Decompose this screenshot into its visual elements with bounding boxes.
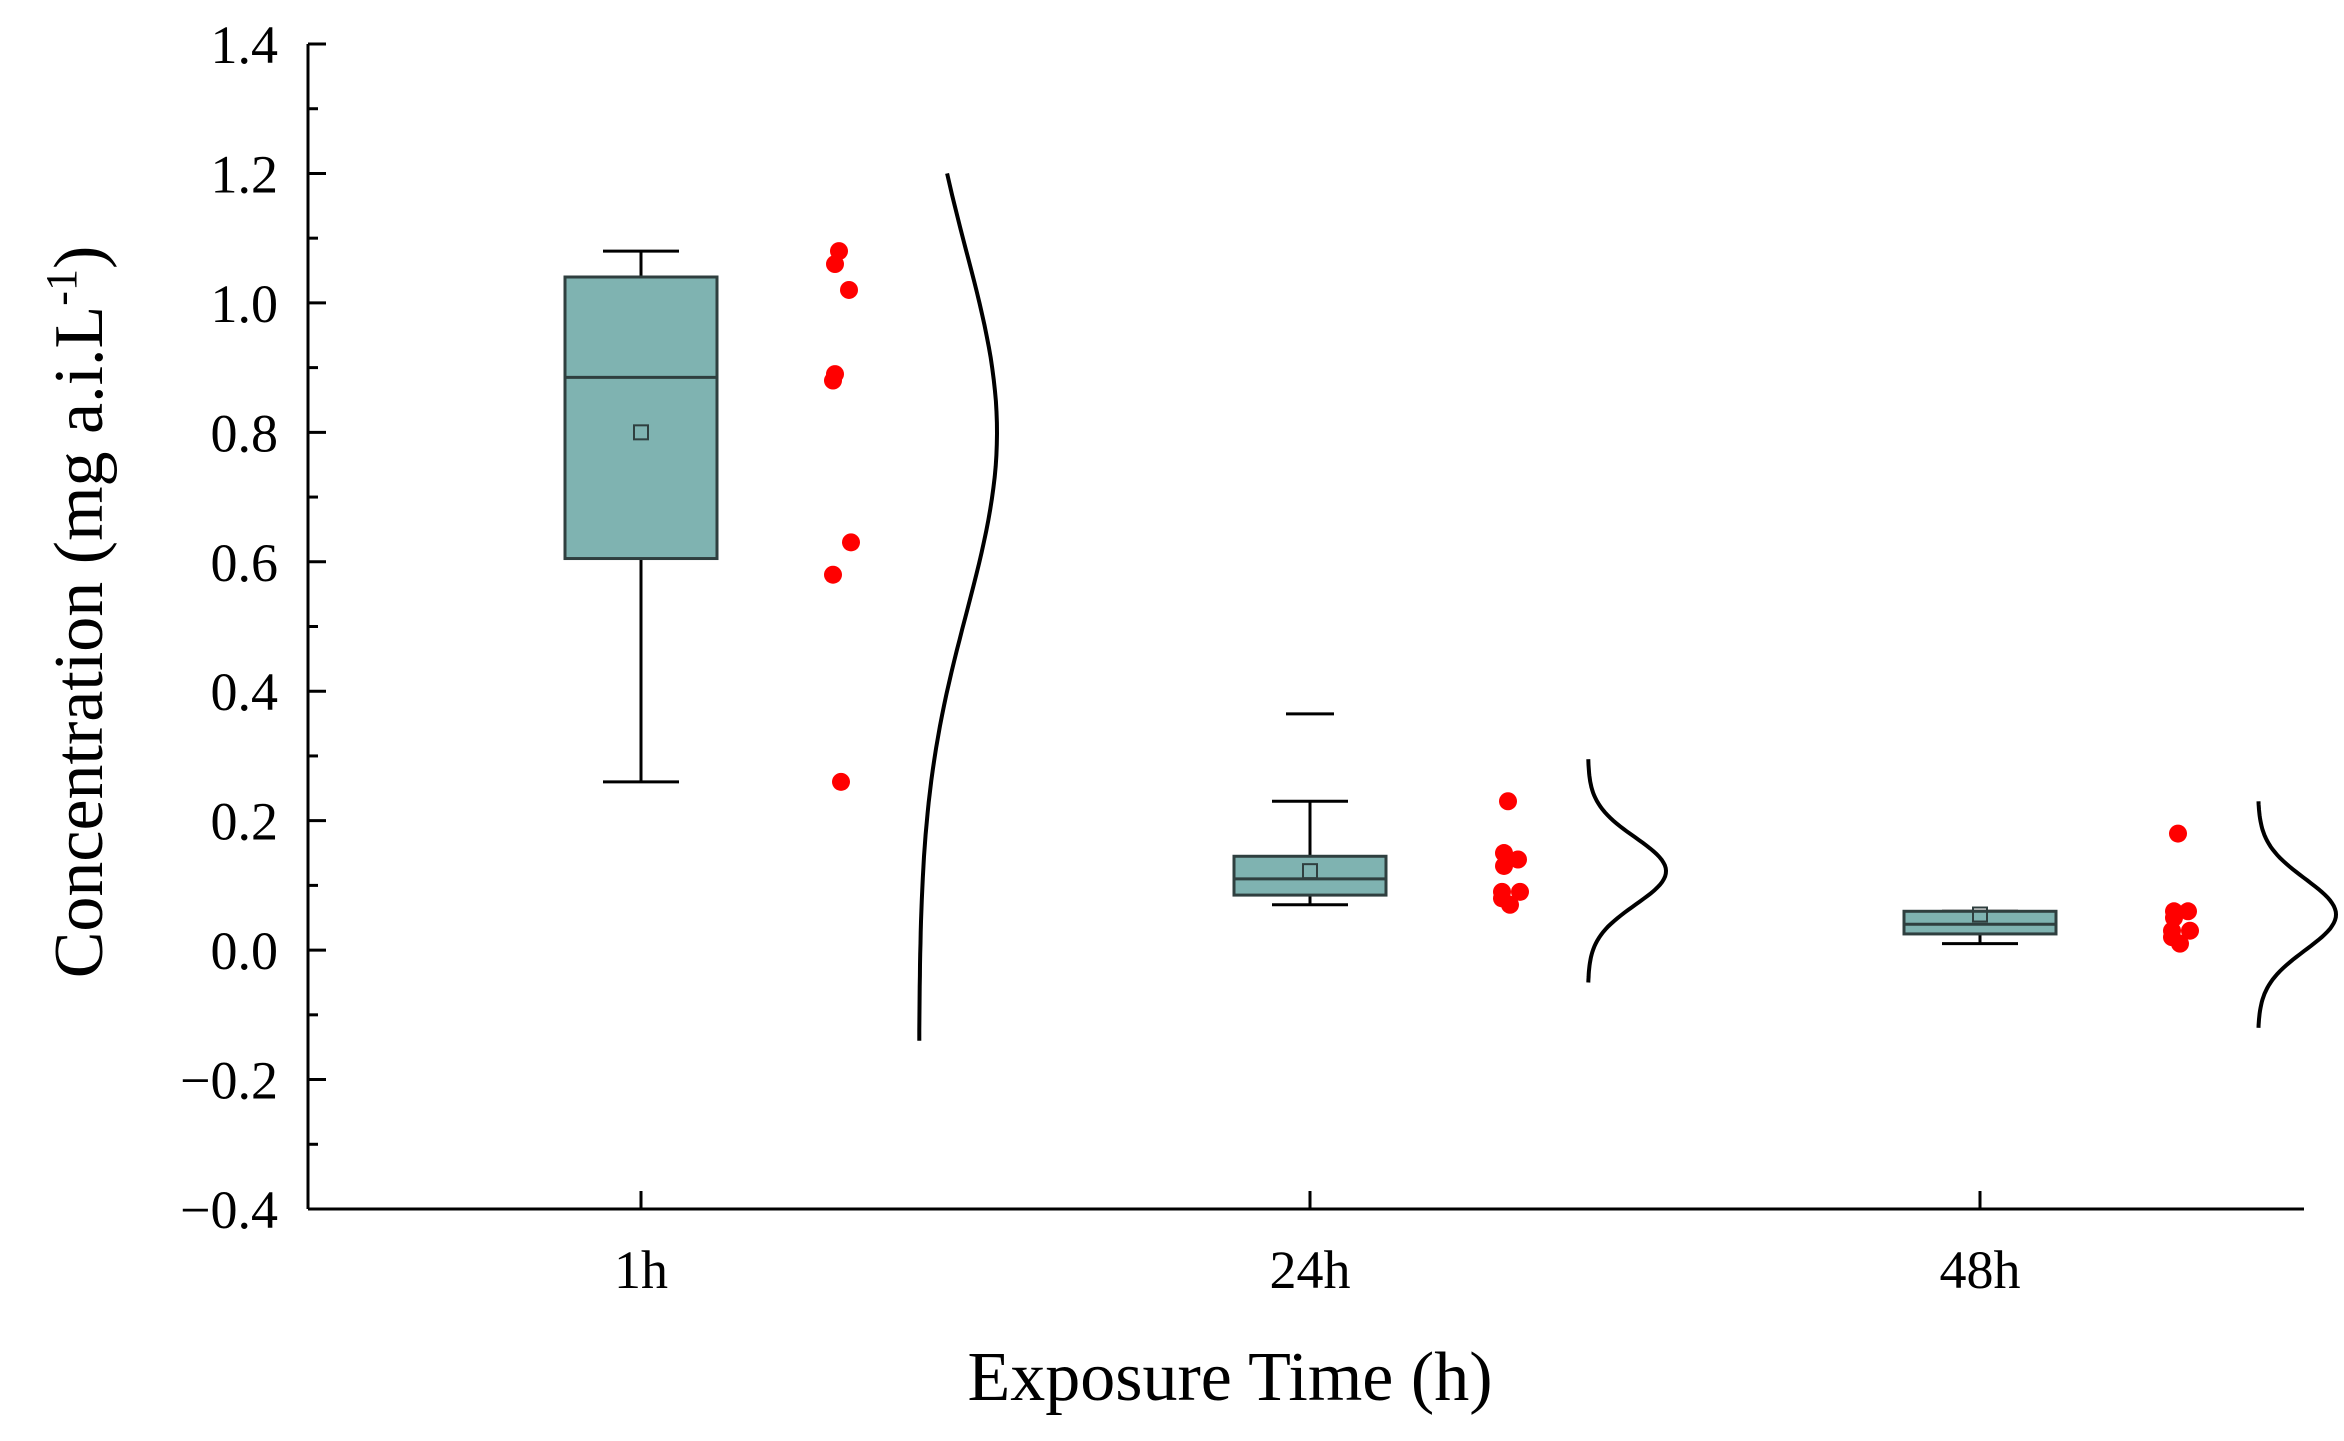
data-point bbox=[826, 255, 844, 274]
data-point bbox=[832, 772, 850, 791]
distribution-curve bbox=[1586, 759, 1669, 983]
y-tick-label: 0.6 bbox=[211, 533, 279, 593]
y-tick-label: 0.2 bbox=[211, 792, 279, 852]
mean-marker bbox=[633, 424, 649, 441]
group-24h bbox=[1232, 712, 1669, 983]
mean-marker bbox=[1302, 863, 1318, 880]
y-tick-label: −0.2 bbox=[180, 1051, 278, 1111]
y-tick-label: 0.4 bbox=[211, 662, 279, 722]
x-tick-label: 1h bbox=[614, 1240, 668, 1300]
data-point bbox=[2169, 824, 2187, 843]
mean-marker bbox=[1972, 906, 1988, 923]
y-axis-title-superscript: -1 bbox=[37, 269, 86, 306]
x-axis-title: Exposure Time (h) bbox=[968, 1339, 1493, 1416]
x-tick-label: 48h bbox=[1940, 1240, 2021, 1300]
distribution-curve bbox=[2256, 801, 2339, 1028]
data-point bbox=[1511, 882, 1529, 901]
axes: −0.4 −0.2 0.0 0.2 0.4 0.6 0.8 1.0 1.2 1.4 1h 24h 48h bbox=[180, 15, 2304, 1300]
y-tick-label: 1.2 bbox=[211, 144, 279, 204]
data-point bbox=[2179, 902, 2197, 921]
y-tick-label: −0.4 bbox=[180, 1180, 278, 1240]
y-tick-label: 0.0 bbox=[211, 921, 279, 981]
y-axis-title: Concentration (mg a.i.L-1) bbox=[37, 246, 118, 979]
group-48h bbox=[1902, 801, 2339, 1028]
data-point bbox=[1501, 895, 1519, 914]
plot-area bbox=[563, 172, 2339, 1041]
data-point bbox=[1499, 792, 1517, 811]
group-1h bbox=[563, 172, 1000, 1041]
distribution-curve bbox=[917, 172, 1000, 1041]
y-axis-title-main: Concentration (mg a.i.L bbox=[41, 306, 118, 979]
data-point bbox=[1509, 850, 1527, 869]
data-point bbox=[824, 371, 842, 390]
y-tick-label: 0.8 bbox=[211, 403, 279, 463]
y-axis-title-close: ) bbox=[41, 246, 118, 269]
data-point bbox=[1495, 856, 1513, 875]
data-point bbox=[842, 533, 860, 552]
data-point bbox=[1495, 844, 1513, 863]
y-tick-label: 1.4 bbox=[211, 15, 279, 75]
box bbox=[1232, 854, 1388, 897]
y-tick-label: 1.0 bbox=[211, 274, 279, 334]
box bbox=[563, 275, 719, 561]
box bbox=[1902, 909, 2058, 936]
data-point bbox=[824, 565, 842, 584]
data-point bbox=[840, 280, 858, 299]
data-point bbox=[2181, 921, 2199, 940]
data-point bbox=[2171, 934, 2189, 953]
x-tick-label: 24h bbox=[1270, 1240, 1351, 1300]
